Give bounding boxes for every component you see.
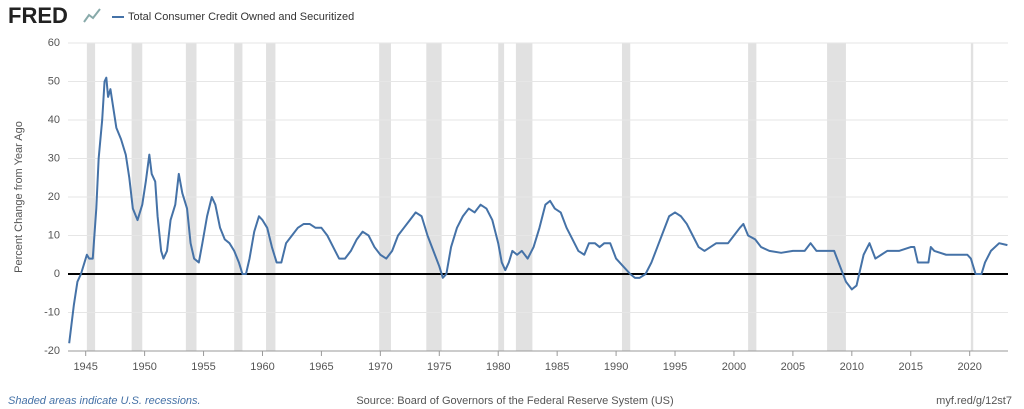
- y-tick-label: 40: [48, 114, 60, 126]
- logo-icon: [83, 8, 101, 23]
- y-tick-label: -20: [44, 345, 60, 357]
- x-tick-label: 1980: [486, 361, 510, 373]
- x-tick-label: 1945: [73, 361, 97, 373]
- y-tick-label: -10: [44, 306, 60, 318]
- x-tick-label: 2010: [840, 361, 864, 373]
- x-tick-label: 2015: [899, 361, 923, 373]
- series-line: [68, 76, 1008, 344]
- x-tick-label: 2000: [722, 361, 746, 373]
- source: Source: Board of Governors of the Federa…: [356, 395, 673, 407]
- x-tick-label: 2005: [781, 361, 805, 373]
- footer-note: Shaded areas indicate U.S. recessions.: [8, 395, 201, 407]
- x-tick-label: 1985: [545, 361, 569, 373]
- y-tick-label: 50: [48, 75, 60, 87]
- x-tick-label: 1975: [427, 361, 451, 373]
- y-tick-label: 60: [48, 37, 60, 49]
- short-url: myf.red/g/12st7: [936, 395, 1012, 407]
- y-tick-label: 0: [54, 268, 60, 280]
- x-tick-label: 2020: [957, 361, 981, 373]
- x-tick-label: 1955: [191, 361, 215, 373]
- y-tick-label: 30: [48, 152, 60, 164]
- y-tick-label: 10: [48, 229, 60, 241]
- legend-label: Total Consumer Credit Owned and Securiti…: [128, 11, 354, 23]
- logo: FRED: [8, 3, 68, 28]
- y-axis-label: Percent Change from Year Ago: [13, 121, 25, 273]
- x-tick-label: 1970: [368, 361, 392, 373]
- x-tick-label: 1990: [604, 361, 628, 373]
- x-tick-label: 1995: [663, 361, 687, 373]
- x-tick-label: 1965: [309, 361, 333, 373]
- y-tick-label: 20: [48, 191, 60, 203]
- x-tick-label: 1960: [250, 361, 274, 373]
- x-tick-label: 1950: [132, 361, 156, 373]
